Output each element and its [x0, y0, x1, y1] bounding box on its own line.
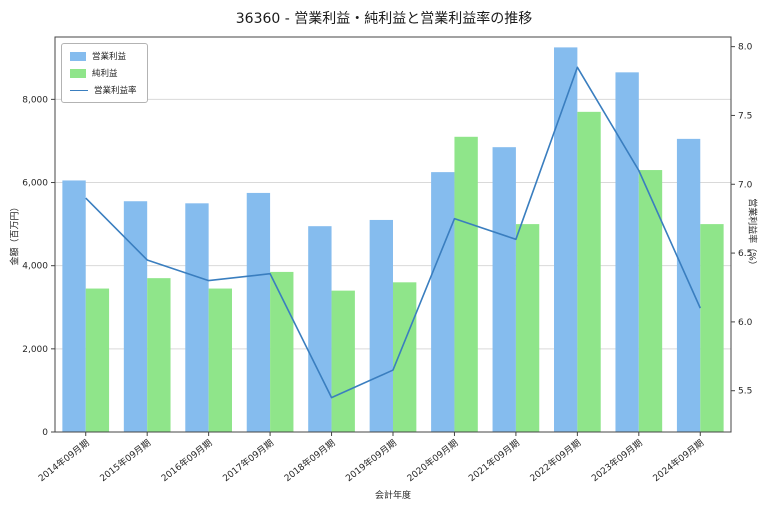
x-tick-label: 2024年09月期: [650, 437, 706, 484]
net-profit-bar: [331, 290, 355, 432]
operating-profit-bar: [308, 226, 332, 432]
x-tick-label: 2020年09月期: [405, 437, 461, 484]
operating-margin-line-swatch: [70, 89, 88, 91]
legend-label: 純利益: [92, 69, 118, 79]
right-tick-label: 7.5: [738, 111, 752, 121]
net-profit-color-swatch: [70, 68, 86, 78]
x-tick-label: 2021年09月期: [466, 437, 522, 484]
operating-profit-color-swatch: [70, 51, 86, 61]
left-tick-label: 8,000: [22, 95, 48, 105]
x-tick-label: 2018年09月期: [282, 437, 338, 484]
right-tick-label: 6.0: [738, 318, 753, 328]
operating-profit-bar: [185, 203, 209, 432]
operating-margin-line: [85, 66, 702, 399]
right-tick-label: 8.0: [738, 43, 753, 53]
operating-profit-bar: [123, 201, 148, 432]
operating-profit-bar: [431, 172, 455, 432]
legend-label: 営業利益: [92, 52, 127, 62]
right-tick-label: 6.5: [738, 249, 752, 259]
legend-label: 営業利益率: [94, 86, 137, 96]
left-tick-label: 4,000: [22, 262, 48, 272]
net-profit-bar: [700, 224, 724, 432]
left-axis-label: 金額（百万円）: [10, 202, 21, 266]
left-tick-label: 0: [42, 428, 48, 438]
legend: 営業利益純利益営業利益率: [61, 43, 148, 103]
x-tick-label: 2015年09月期: [97, 437, 153, 484]
legend-entry-operating-margin: 営業利益率: [70, 84, 137, 96]
right-tick-label: 5.5: [738, 387, 752, 397]
net-profit-bar: [208, 288, 232, 432]
right-axis-label: 営業利益率（%）: [746, 198, 757, 270]
net-profit-bar: [147, 278, 171, 432]
x-axis-label: 会計年度: [374, 491, 411, 501]
legend-entry-operating-profit: 営業利益: [70, 50, 137, 62]
net-profit-bar: [85, 288, 110, 432]
net-profit-bar: [638, 170, 663, 433]
left-tick-label: 2,000: [22, 345, 48, 355]
net-profit-bar: [393, 282, 417, 432]
right-tick-label: 7.0: [738, 180, 753, 190]
legend-entry-net-profit: 純利益: [70, 67, 137, 79]
operating-profit-bar: [62, 180, 86, 432]
x-tick-label: 2019年09月期: [343, 437, 399, 484]
operating-profit-bar: [369, 219, 393, 432]
net-profit-bar: [515, 224, 540, 432]
operating-profit-bar: [492, 147, 516, 432]
net-profit-bar: [454, 136, 478, 432]
operating-profit-bar: [246, 192, 271, 432]
x-tick-label: 2016年09月期: [159, 437, 215, 484]
left-tick-label: 6,000: [22, 179, 48, 189]
operating-profit-bar: [676, 138, 701, 433]
operating-profit-bar: [554, 47, 578, 432]
x-tick-label: 2017年09月期: [220, 437, 276, 484]
x-tick-label: 2014年09月期: [36, 437, 92, 484]
chart-title: 36360 - 営業利益・純利益と営業利益率の推移: [235, 11, 533, 27]
operating-profit-bar: [615, 72, 639, 432]
x-tick-label: 2023年09月期: [589, 437, 645, 484]
x-tick-label: 2022年09月期: [527, 437, 583, 484]
net-profit-bar: [270, 271, 294, 432]
net-profit-bar: [577, 111, 601, 432]
